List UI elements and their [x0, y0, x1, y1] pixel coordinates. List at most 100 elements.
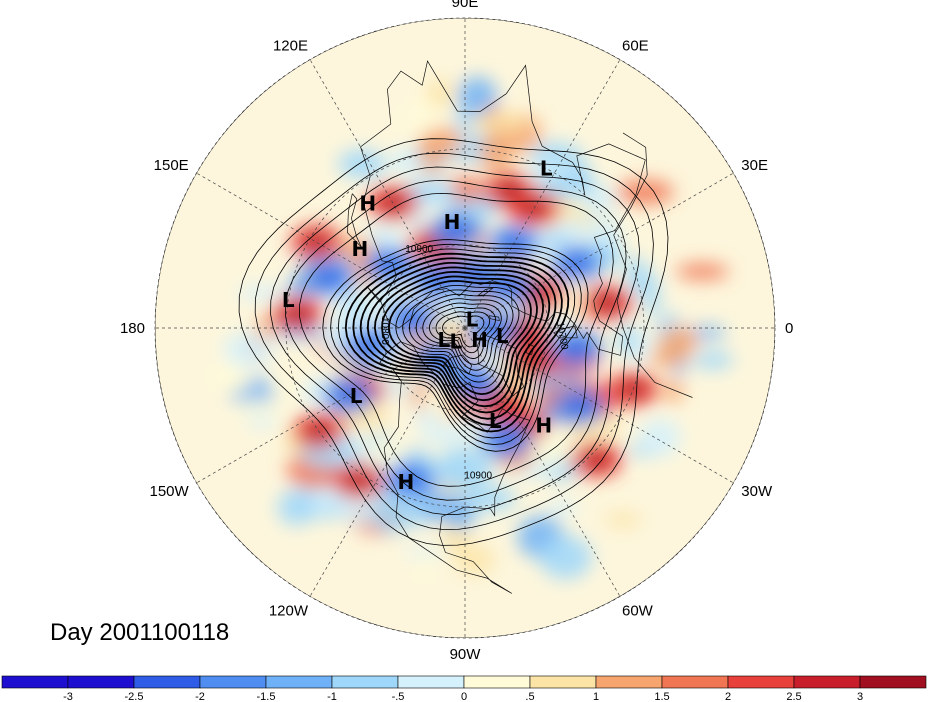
- high-pressure-label: H: [535, 413, 552, 437]
- height-contour: [284, 179, 627, 501]
- anomaly-patch: [223, 331, 274, 368]
- contour-labels: 10900 10800 10700 10900: [379, 244, 570, 482]
- lat-lon-grid: [154, 17, 776, 639]
- warm-anomaly-core: [585, 451, 608, 468]
- height-contour: [359, 262, 557, 420]
- svalbard-coast: [488, 315, 500, 322]
- height-contour: [352, 257, 563, 427]
- anomaly-patch: [547, 500, 578, 516]
- anomaly-patch: [337, 149, 385, 179]
- anomaly-patch: [524, 434, 576, 466]
- anomaly-patch: [414, 408, 439, 426]
- colorbar-segment: [1, 675, 69, 689]
- longitude-label: 30E: [741, 157, 768, 174]
- height-contour: [422, 302, 502, 365]
- colorbar-tick-label: 2: [725, 691, 731, 702]
- anomaly-patch: [416, 549, 433, 581]
- figure-title: Day 2001100118: [50, 619, 230, 646]
- longitude-label: 60E: [622, 38, 649, 55]
- anomaly-patch: [583, 200, 601, 220]
- colorbar-tick-label: -2: [195, 691, 205, 702]
- height-contour: [402, 289, 520, 383]
- high-pressure-label: H: [359, 192, 376, 216]
- height-contour: [408, 293, 514, 377]
- anomaly-patch: [692, 351, 734, 370]
- anomaly-patch: [615, 179, 674, 205]
- anomaly-patch: [479, 133, 513, 173]
- anomaly-patch: [365, 488, 423, 532]
- warm-anomaly-core: [347, 472, 370, 489]
- meridian-line: [464, 172, 734, 329]
- longitude-label: 120E: [273, 38, 308, 55]
- height-contour: [395, 284, 526, 389]
- anomaly-patch: [457, 76, 498, 118]
- colorbar-segment: [331, 675, 399, 689]
- colorbar-segment: [793, 675, 861, 689]
- high-pressure-label: H: [444, 210, 461, 234]
- anomaly-patch: [425, 127, 463, 156]
- colorbar-tick-label: 2.5: [786, 691, 801, 702]
- anomaly-shading: [155, 18, 775, 638]
- colorbar-segment: [859, 675, 927, 689]
- high-pressure-label: H: [471, 328, 488, 352]
- anomaly-patch: [226, 400, 286, 418]
- warm-anomaly-core: [305, 234, 328, 251]
- height-contour: [238, 138, 669, 546]
- height-contour: [415, 298, 508, 371]
- height-contour: [435, 311, 491, 354]
- meridian-line: [464, 59, 621, 329]
- cold-anomaly-core: [565, 339, 588, 356]
- colorbar-tick-label: 0: [461, 691, 467, 702]
- meridian-line: [309, 327, 466, 597]
- height-contour: [330, 243, 582, 446]
- equator-circle: [154, 17, 776, 639]
- colorbar-tick-label: -1.5: [257, 691, 276, 702]
- anomaly-blobs: [213, 76, 734, 581]
- warm-anomaly-core: [489, 395, 512, 412]
- colorbar-segment: [595, 675, 663, 689]
- colorbar-segment: [397, 675, 465, 689]
- warm-anomaly-core: [286, 305, 309, 322]
- contour-label: 10900: [464, 471, 492, 482]
- eurasia-coast: [360, 60, 646, 356]
- height-contour: [254, 152, 654, 531]
- anomaly-patch: [236, 285, 290, 300]
- anomaly-patch: [559, 223, 591, 241]
- low-pressure-label: L: [496, 324, 509, 348]
- height-contour: [387, 279, 532, 396]
- colorbar-segment: [661, 675, 729, 689]
- low-pressure-label: L: [282, 288, 295, 312]
- height-contour: [366, 266, 551, 414]
- colorbar-segment: [727, 675, 795, 689]
- anomaly-patch: [625, 257, 649, 294]
- low-pressure-label: L: [350, 384, 363, 408]
- longitude-labels: 90E 60E 30E 0 30W 60W 90W 120W 150W 180 150E 120E: [120, 0, 793, 663]
- height-contour: [344, 252, 570, 433]
- colorbar-tick-label: -.5: [392, 691, 405, 702]
- colorbar: -3 -2.5 -2 -1.5 -1 -.5 0 .5 1 1.5 2 2.5 3: [1, 675, 927, 702]
- anomaly-patch: [659, 326, 698, 358]
- anomaly-patch: [445, 176, 484, 203]
- anomaly-patch: [246, 414, 277, 428]
- anomaly-patch: [529, 142, 581, 166]
- high-pressure-label: H: [352, 237, 369, 261]
- height-contour: [381, 275, 538, 402]
- anomaly-patch: [459, 486, 516, 512]
- longitude-label: 150E: [154, 157, 189, 174]
- anomaly-patch: [419, 424, 475, 444]
- low-pressure-label: L: [489, 409, 502, 433]
- anomaly-patch: [270, 382, 292, 398]
- colorbar-tick-label: -3: [63, 691, 73, 702]
- colorbar-tick-label: .5: [525, 691, 534, 702]
- warm-anomaly-core: [596, 294, 619, 311]
- warm-anomaly-core: [498, 182, 521, 199]
- novaya-zemlya-coast: [477, 287, 494, 296]
- anomaly-patch: [277, 489, 316, 526]
- height-contour: [442, 315, 485, 348]
- britain-coast: [553, 325, 578, 339]
- colorbar-tick-label: 3: [857, 691, 863, 702]
- meridian-line: [464, 327, 621, 597]
